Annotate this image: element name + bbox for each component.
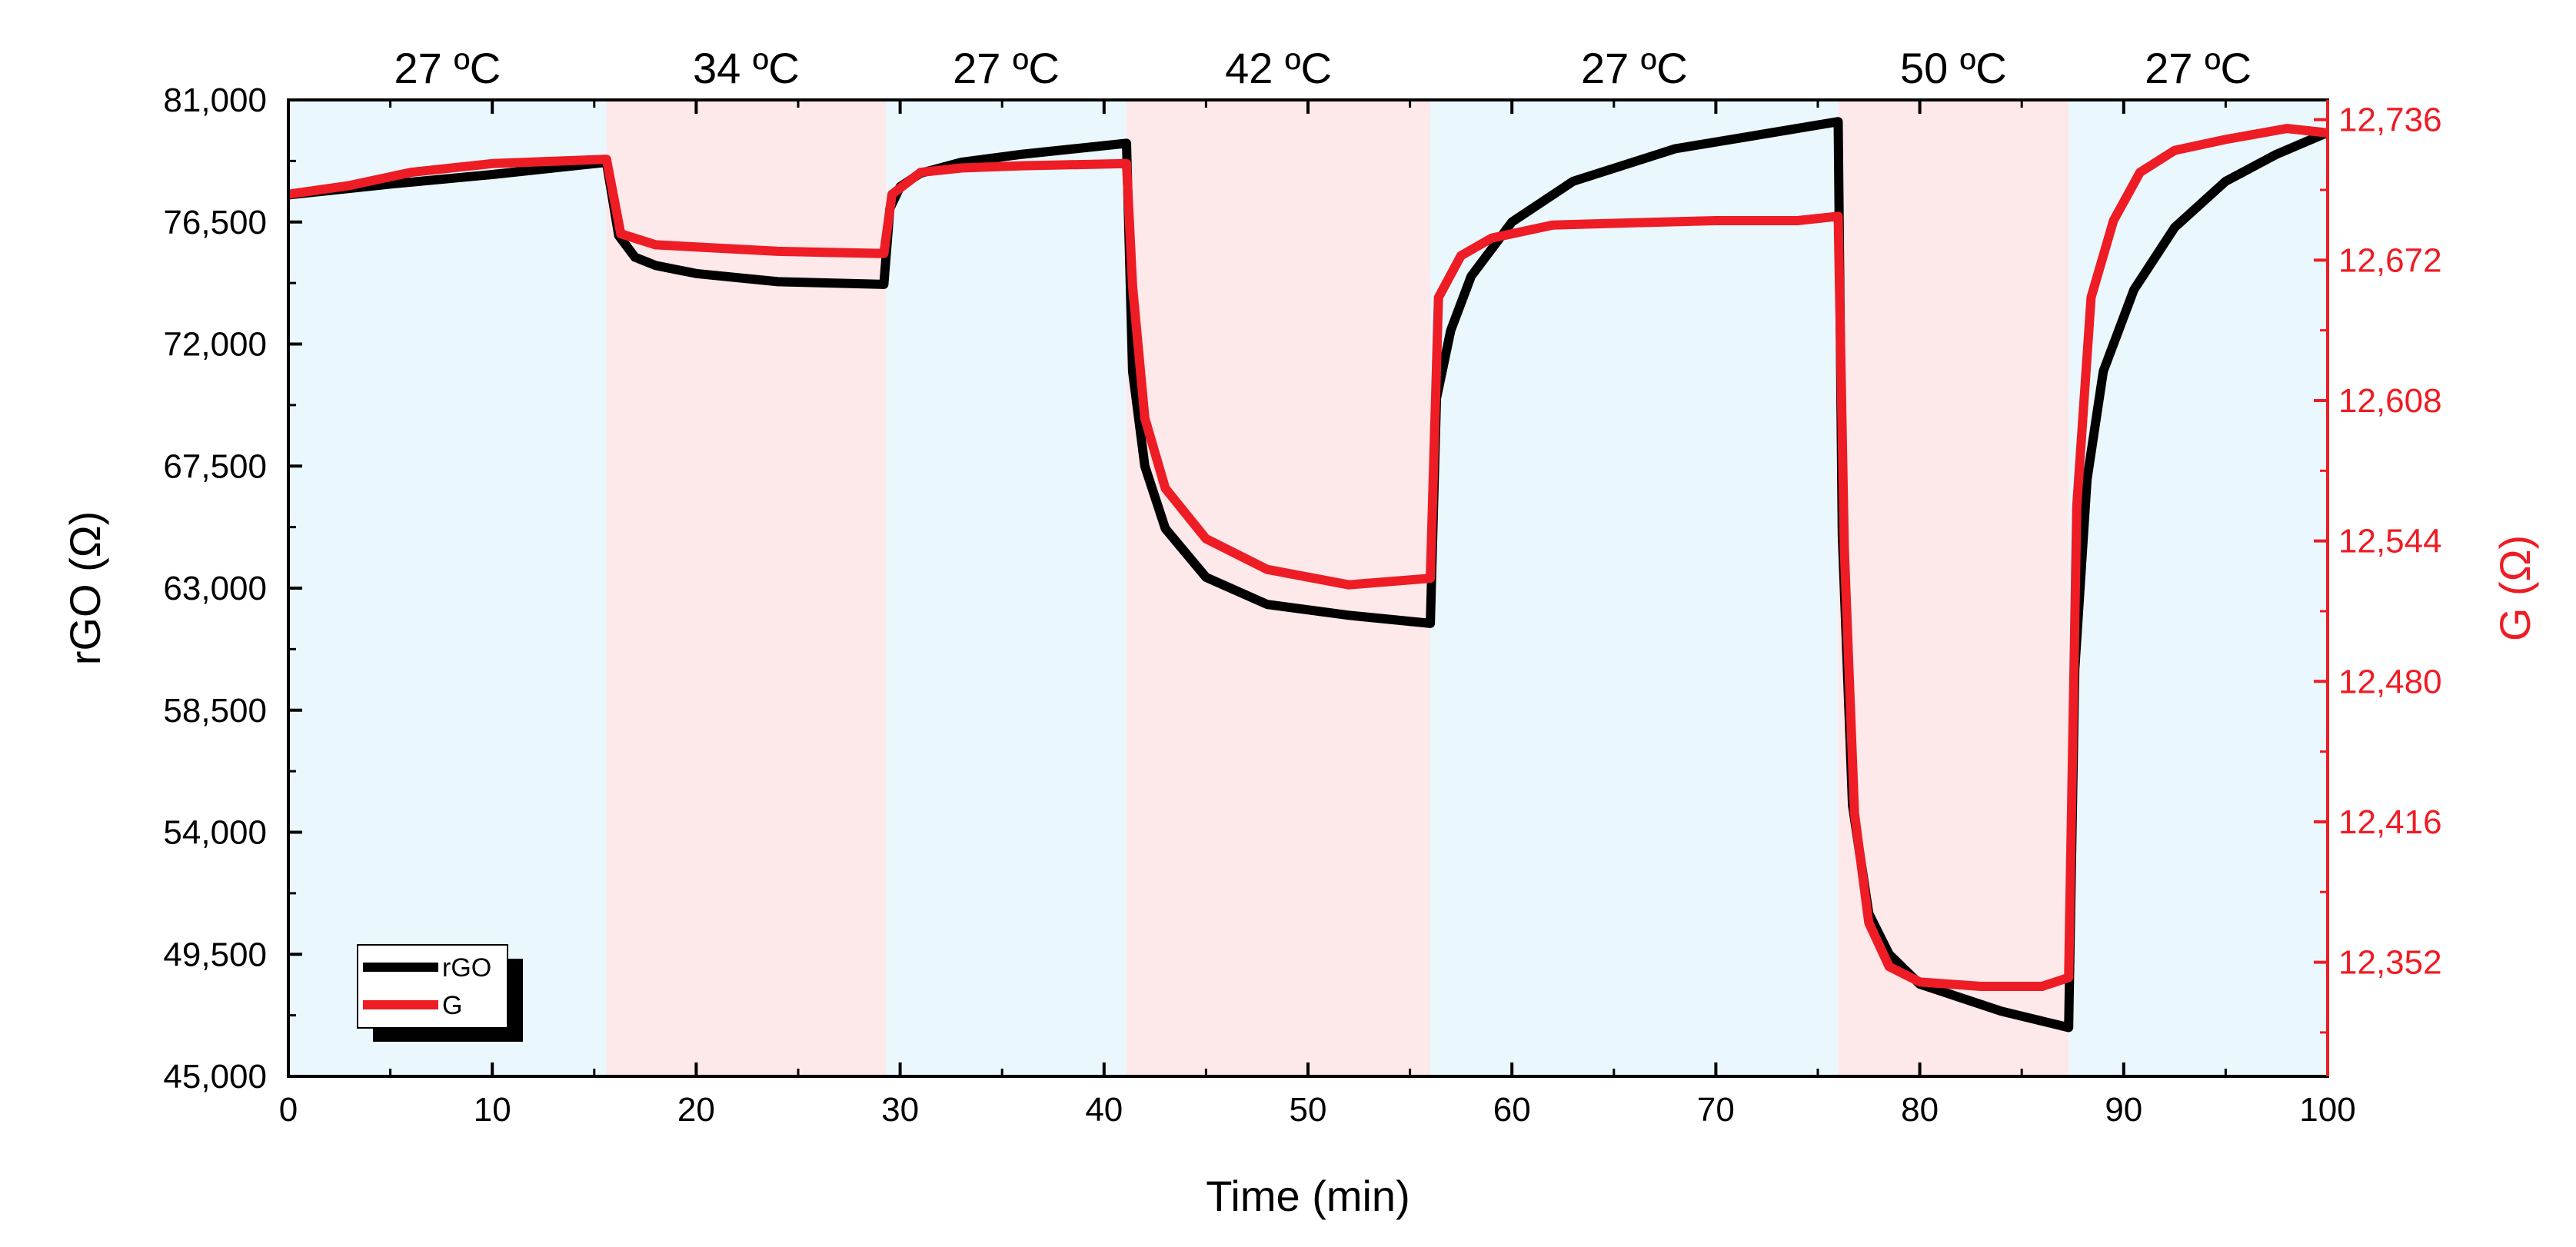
y-left-tick-label: 54,000 <box>163 814 267 852</box>
y-left-tick-label: 76,500 <box>163 204 267 241</box>
y-left-tick-label: 58,500 <box>163 692 267 730</box>
x-tick-label: 0 <box>279 1091 298 1129</box>
legend-label-rgo: rGO <box>442 953 491 983</box>
x-tick-label: 90 <box>2105 1091 2142 1129</box>
band-cool-6 <box>2068 100 2328 1076</box>
x-tick-label: 40 <box>1085 1091 1123 1129</box>
x-tick-label: 80 <box>1901 1091 1939 1129</box>
y-right-tick-label: 12,416 <box>2338 803 2442 841</box>
band-warm-3 <box>1126 100 1431 1076</box>
band-cool-2 <box>886 100 1127 1076</box>
band-label-5: 50 ºC <box>1900 44 2007 92</box>
band-labels: 27 ºC 34 ºC 27 ºC 42 ºC 27 ºC 50 ºC 27 ºC <box>394 44 2251 92</box>
band-cool-4 <box>1430 100 1839 1076</box>
band-label-3: 42 ºC <box>1225 44 1332 92</box>
data-series <box>288 117 2328 1033</box>
legend-box <box>357 944 508 1029</box>
y-right-tick-label: 12,608 <box>2338 382 2442 420</box>
temperature-bands <box>288 100 2328 1076</box>
legend: rGO G <box>357 944 523 1042</box>
y-axis-left: 45,000 49,500 54,000 58,500 63,000 67,500 72,0… <box>163 81 302 1096</box>
x-tick-label: 10 <box>474 1091 511 1129</box>
band-label-4: 27 ºC <box>1581 44 1688 92</box>
y-left-tick-label: 72,000 <box>163 326 267 364</box>
x-tick-label: 70 <box>1697 1091 1735 1129</box>
x-tick-label: 100 <box>2299 1091 2355 1129</box>
y-right-tick-label: 12,672 <box>2338 241 2442 279</box>
x-tick-label: 20 <box>677 1091 715 1129</box>
y-right-tick-label: 12,352 <box>2338 944 2442 982</box>
y-axis-right: 12,352 12,416 12,480 12,544 12,608 12,672 12,7… <box>2314 100 2442 1076</box>
y-left-tick-label: 49,500 <box>163 936 267 973</box>
x-tick-label: 30 <box>881 1091 919 1129</box>
y-left-tick-label: 67,500 <box>163 447 267 485</box>
x-axis: 0 10 20 30 40 50 60 70 80 90 100 <box>279 100 2356 1129</box>
band-label-6: 27 ºC <box>2145 44 2252 92</box>
y-right-tick-label: 12,480 <box>2338 663 2442 700</box>
series-line-g <box>288 124 2328 991</box>
band-cool-0 <box>288 100 607 1076</box>
y-right-tick-label: 12,544 <box>2338 523 2442 560</box>
y-left-tick-label: 81,000 <box>163 81 267 119</box>
band-warm-5 <box>1838 100 2069 1076</box>
y-left-tick-label: 63,000 <box>163 570 267 607</box>
y-axis-right-title: G (Ω) <box>2491 535 2539 641</box>
y-axis-left-title: rGO (Ω) <box>61 511 109 665</box>
y-right-tick-label: 12,736 <box>2338 101 2442 139</box>
band-label-2: 27 ºC <box>953 44 1060 92</box>
x-tick-label: 50 <box>1290 1091 1327 1129</box>
x-tick-label: 60 <box>1493 1091 1531 1129</box>
band-label-1: 34 ºC <box>693 44 800 92</box>
x-axis-title: Time (min) <box>1206 1172 1409 1220</box>
legend-label-g: G <box>442 991 462 1020</box>
y-left-tick-label: 45,000 <box>163 1058 267 1096</box>
band-label-0: 27 ºC <box>394 44 501 92</box>
